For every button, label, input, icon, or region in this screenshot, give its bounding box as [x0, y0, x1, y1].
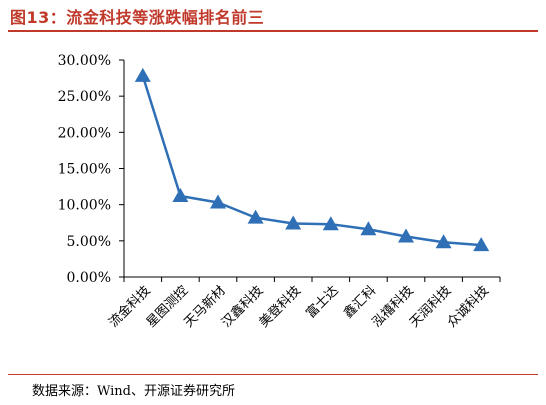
data-point-6: [360, 221, 377, 236]
data-point-8: [435, 234, 452, 249]
y-tick-label: 5.00%: [67, 234, 111, 250]
y-tick-label: 25.00%: [58, 89, 111, 105]
x-tick-label: 富士达: [303, 283, 342, 322]
y-tick-label: 15.00%: [58, 162, 111, 178]
series-polyline: [141, 75, 482, 247]
x-tick-label: 美登科技: [257, 283, 304, 330]
line-chart: 0.00% 5.00% 10.00% 15.00% 20.00% 25.00% 30.00%…: [58, 53, 501, 331]
data-point-1: [172, 187, 189, 202]
y-tick-label: 20.00%: [58, 125, 111, 141]
data-point-2: [210, 194, 226, 209]
y-axis: 0.00% 5.00% 10.00% 15.00% 20.00% 25.00% 30.00%: [58, 53, 125, 286]
source-note: 数据来源：Wind、开源证券研究所: [32, 384, 235, 399]
data-point-0: [134, 67, 151, 82]
y-tick-label: 10.00%: [58, 198, 111, 214]
y-tick-label: 0.00%: [67, 270, 111, 286]
chart-title: 图13：流金科技等涨跌幅排名前三: [10, 8, 265, 27]
data-point-4: [285, 215, 302, 230]
data-point-9: [473, 237, 490, 252]
y-tick-label: 30.00%: [58, 53, 111, 69]
series-line: [134, 67, 490, 252]
data-point-3: [247, 209, 264, 224]
title-divider: [8, 30, 538, 32]
source-divider: [8, 374, 538, 375]
x-tick-label: 众诚科技: [445, 283, 492, 330]
data-point-7: [398, 228, 414, 243]
data-point-5: [322, 216, 339, 231]
